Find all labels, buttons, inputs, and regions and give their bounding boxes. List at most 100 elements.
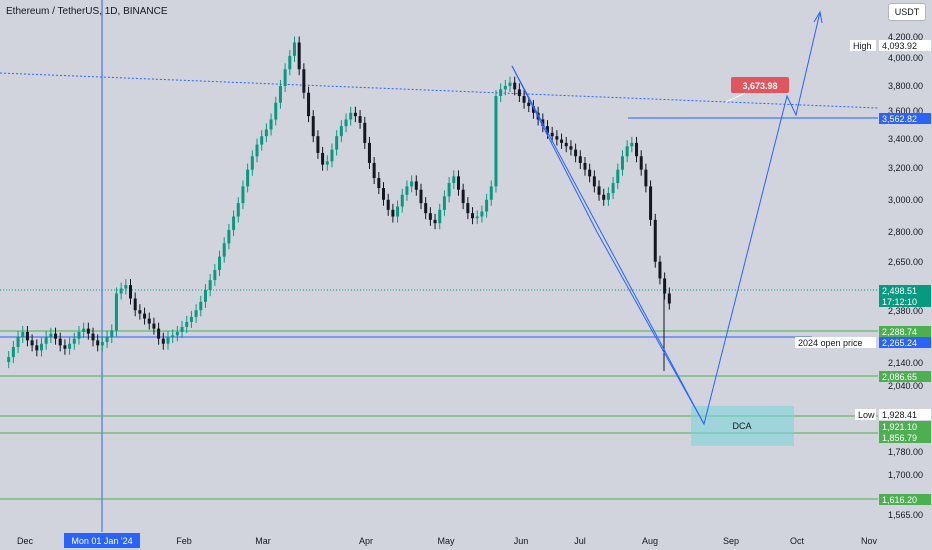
candle <box>616 169 620 184</box>
crosshair-date-label: Mon 01 Jan '24 <box>71 536 132 546</box>
candle <box>639 156 643 170</box>
candle <box>367 142 371 163</box>
candle <box>442 196 446 210</box>
candle <box>222 243 226 257</box>
price-level-tag <box>879 337 931 348</box>
candle <box>199 301 203 311</box>
candle <box>396 206 400 217</box>
candle <box>152 323 156 329</box>
candle <box>100 342 104 346</box>
crosshair-date-tag <box>64 533 140 548</box>
price-level-value: 2,086.65 <box>882 372 917 382</box>
candle <box>438 209 442 224</box>
candle <box>344 119 348 127</box>
y-tick-label: 3,600.00 <box>888 106 923 116</box>
candle <box>157 328 161 339</box>
candle <box>400 194 404 207</box>
dca-zone <box>691 406 794 446</box>
price-level-tag <box>879 40 931 51</box>
candle <box>250 156 254 170</box>
x-tick-label: Dec <box>17 536 34 546</box>
candle <box>363 122 367 143</box>
price-level-tag <box>879 113 931 124</box>
x-tick-label: Aug <box>642 536 658 546</box>
y-tick-label: 3,000.00 <box>888 195 923 205</box>
candle <box>77 331 81 339</box>
arrow-head <box>813 10 823 24</box>
price-level-label: Low <box>858 410 875 420</box>
candle <box>644 169 648 187</box>
candle <box>494 96 498 187</box>
price-level-tag <box>879 421 931 432</box>
price-level-value: 1,856.79 <box>882 433 917 443</box>
candle <box>635 142 639 157</box>
candle <box>283 69 287 86</box>
candle <box>414 181 418 190</box>
price-level-label-box <box>855 409 876 420</box>
candle <box>16 337 20 348</box>
candle <box>503 86 507 90</box>
candle <box>54 333 58 339</box>
candle <box>499 89 503 97</box>
candle <box>316 136 320 153</box>
y-tick-label: 3,400.00 <box>888 134 923 144</box>
candle <box>391 209 395 217</box>
price-level-tag <box>879 285 931 296</box>
candle <box>517 89 521 97</box>
candle <box>480 211 484 217</box>
candle <box>44 337 48 344</box>
candle <box>377 178 381 189</box>
candle <box>325 161 329 165</box>
candle <box>124 285 128 289</box>
candle <box>452 176 456 184</box>
candle <box>606 193 610 200</box>
x-tick-label: Apr <box>359 536 373 546</box>
candle <box>307 92 311 117</box>
candle <box>232 216 236 230</box>
candle <box>171 335 175 337</box>
y-tick-label: 2,800.00 <box>888 227 923 237</box>
price-level-tag <box>879 326 931 337</box>
price-level-tag <box>879 494 931 505</box>
price-level-tag <box>879 432 931 443</box>
candle <box>110 330 114 337</box>
candle <box>49 333 53 337</box>
candle <box>410 181 414 187</box>
candle <box>555 136 559 140</box>
x-tick-label: Jul <box>574 536 586 546</box>
price-level-value: 1,616.20 <box>882 495 917 505</box>
candle <box>292 42 296 56</box>
x-tick-label: Jun <box>514 536 529 546</box>
drop-line <box>511 65 705 425</box>
candle <box>382 188 386 200</box>
target-price-tag <box>731 77 789 93</box>
candle <box>119 288 123 294</box>
candle <box>203 290 207 302</box>
candle <box>489 186 493 200</box>
candle <box>424 203 428 214</box>
candle <box>11 347 15 358</box>
price-level-value: 2,498.51 <box>882 286 917 296</box>
candle <box>129 285 133 299</box>
candle <box>531 106 535 113</box>
candle <box>227 229 231 244</box>
candle <box>147 318 151 324</box>
candle <box>564 142 568 147</box>
candle <box>653 219 657 262</box>
candle <box>550 132 554 137</box>
candle <box>246 169 250 187</box>
price-level-value: 4,093.92 <box>882 41 917 51</box>
x-tick-label: Nov <box>861 536 878 546</box>
candle <box>663 278 667 294</box>
candle <box>269 119 273 130</box>
candle <box>39 343 43 351</box>
candle <box>241 186 245 204</box>
candle <box>508 82 512 86</box>
y-tick-label: 3,200.00 <box>888 163 923 173</box>
quote-currency-button[interactable]: USDT <box>888 3 926 21</box>
candle <box>213 270 217 281</box>
candle <box>620 156 624 170</box>
price-level-tag <box>879 371 931 382</box>
